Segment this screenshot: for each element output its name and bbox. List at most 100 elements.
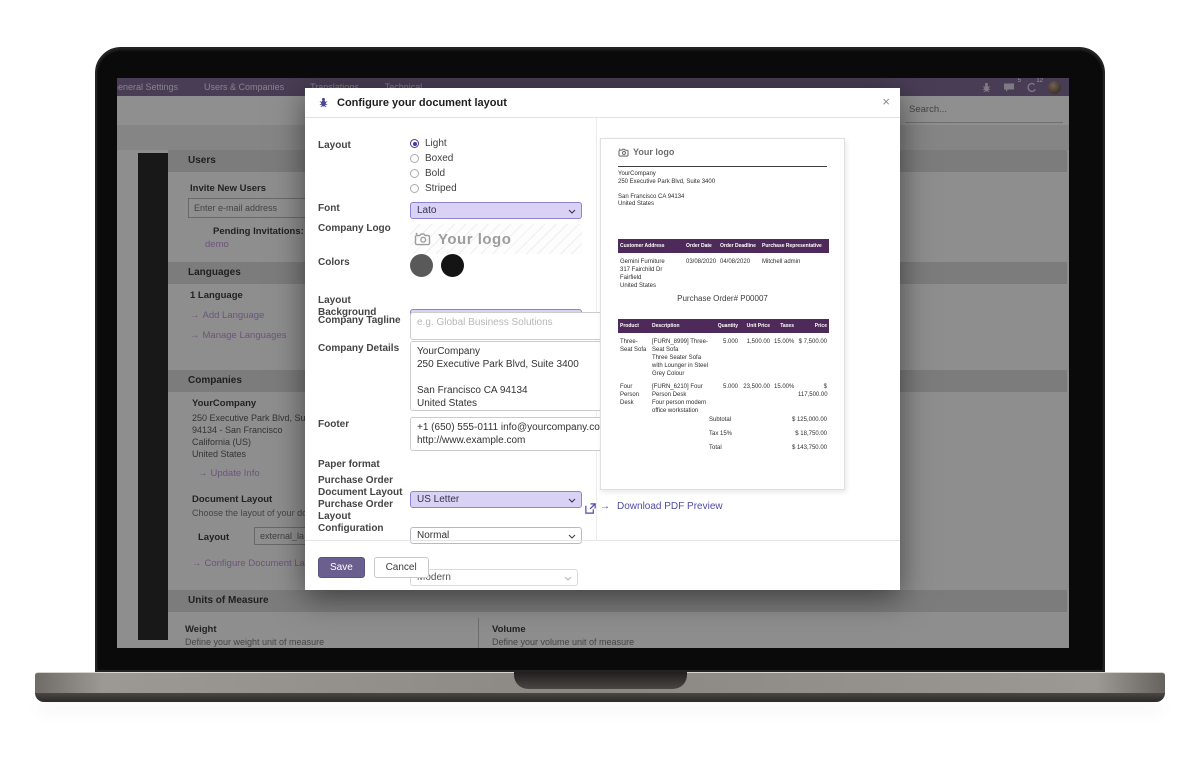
preview-totals: Subtotal $ 125,000.00 Tax 15% $ 18,750.0… [709,417,827,459]
activities-badge: 12 [1036,78,1043,84]
internal-arrow-icon: → [192,558,202,569]
radio-bold-input[interactable] [410,169,419,178]
pending-invitations-label: Pending Invitations: [213,226,304,237]
menu-general-settings[interactable]: General Settings [117,82,179,92]
logo-placeholder-text: Your logo [438,230,512,248]
external-link-icon[interactable] [584,502,597,515]
layout-label: Layout [318,140,351,151]
activities-icon[interactable]: 12 [1026,78,1043,93]
primary-color-swatch[interactable] [410,254,433,277]
cancel-button[interactable]: Cancel [373,557,429,578]
chevron-down-icon [568,209,576,214]
radio-boxed-input[interactable] [410,154,419,163]
modal-header: Configure your document layout × [305,88,900,118]
radio-striped-input[interactable] [410,184,419,193]
po-document-layout-label: Purchase Order Document Layout [318,475,403,498]
messages-icon[interactable]: 5 [1003,78,1021,93]
info-table-header: Customer Address Order Date Order Deadli… [618,239,829,253]
internal-arrow-icon: → [190,310,200,321]
update-info-link[interactable]: → Update Info [198,468,260,479]
weight-desc: Define your weight unit of measure [185,637,325,647]
subtotal-row: Subtotal $ 125,000.00 [709,417,827,423]
close-icon[interactable]: × [882,94,890,109]
color-swatches [410,254,582,280]
product-row: Four Person Desk [FURN_6210] Four Person… [620,384,828,414]
debug-bug-icon [319,97,328,108]
messages-badge: 5 [1017,78,1021,84]
document-preview-sheet: Your logo YourCompany 250 Executive Park… [600,138,845,490]
modal-title: Configure your document layout [337,96,507,109]
user-avatar[interactable] [1048,80,1061,94]
pending-invitation-demo-link[interactable]: demo [205,239,229,250]
navbar-systray: 5 12 [981,78,1061,96]
total-row: Total $ 143,750.00 [709,445,827,451]
laptop-lid: General Settings Users & Companies Trans… [95,47,1105,672]
preview-order-title: Purchase Order# P00007 [677,294,768,303]
radio-striped[interactable]: Striped [410,181,582,196]
laptop-screen: General Settings Users & Companies Trans… [117,78,1069,648]
invite-email-input[interactable] [188,198,328,218]
document-layout-label: Document Layout [192,494,273,505]
preview-company-address: YourCompany 250 Executive Park Blvd, Sui… [618,171,716,207]
laptop-front-edge [35,693,1165,702]
radio-bold[interactable]: Bold [410,166,582,181]
menu-users-companies[interactable]: Users & Companies [204,82,285,92]
secondary-color-swatch[interactable] [440,254,464,277]
search-input[interactable] [907,103,1066,116]
paper-format-label: Paper format [318,459,380,470]
font-label: Font [318,203,340,214]
volume-label: Volume [492,624,526,635]
language-count-label: 1 Language [190,290,243,301]
tax-row: Tax 15% $ 18,750.00 [709,431,827,437]
chevron-down-icon [568,534,576,539]
debug-icon[interactable] [981,82,992,93]
radio-light[interactable]: Light [410,136,582,151]
preview-info-table: Customer Address Order Date Order Deadli… [618,239,829,290]
po-layout-config-select[interactable]: Modern [410,569,578,586]
po-layout-config-label: Purchase Order Layout Configuration [318,499,394,534]
company-logo-label: Company Logo [318,223,391,234]
company-logo-upload[interactable]: Your logo [410,224,582,254]
colors-label: Colors [318,257,350,268]
manage-languages-link[interactable]: → Manage Languages [190,330,287,341]
po-document-layout-select[interactable]: Normal [410,527,582,544]
company-name-label: YourCompany [192,398,257,409]
layout-field-label: Layout [198,532,230,543]
product-table-header: Product Description Quantity Unit Price … [618,319,829,333]
menu-translations[interactable]: Translations [310,82,359,92]
footer-label: Footer [318,419,350,430]
layout-radio-group: Light Boxed Bold [410,136,582,196]
paper-format-select[interactable]: US Letter [410,491,582,508]
download-pdf-preview-link[interactable]: → Download PDF Preview [600,501,723,512]
navbar-menus: General Settings Users & Companies Trans… [117,82,422,92]
radio-light-input[interactable] [410,139,419,148]
document-layout-desc: Choose the layout of your documents [192,508,342,518]
add-language-link[interactable]: → Add Language [190,310,265,321]
camera-icon [414,232,431,246]
menu-technical[interactable]: Technical [384,82,423,92]
font-select[interactable]: Lato [410,202,582,219]
internal-arrow-icon: → [600,501,610,512]
invite-users-label: Invite New Users [190,183,267,194]
odoo-settings-app: General Settings Users & Companies Trans… [117,78,1069,648]
modal-footer: Save Cancel [305,540,900,590]
modal-body: Layout Light Boxed [305,118,900,586]
search-underline [905,122,1063,123]
camera-icon [618,147,629,157]
preview-logo: Your logo [618,147,674,157]
units-column-divider [478,618,479,648]
layout-background-label: Layout Background [318,295,377,318]
layout-field-input[interactable] [254,527,310,545]
radio-boxed[interactable]: Boxed [410,151,582,166]
info-table-row: Gemini Furniture 317 Fairchild Dr Fairfi… [620,259,801,289]
configure-document-layout-link[interactable]: → Configure Document Layout [192,558,323,569]
company-tagline-label: Company Tagline [318,315,401,326]
save-button[interactable]: Save [318,557,365,578]
units-section-body: Weight Define your weight unit of measur… [168,612,1067,648]
preview-header-rule [618,166,827,167]
company-details-label: Company Details [318,343,400,354]
product-row: Three-Seat Sofa [FURN_8999] Three-Seat S… [620,339,827,377]
left-sidebar-strip [138,153,168,640]
configure-document-layout-modal: Configure your document layout × Layout … [305,88,900,590]
